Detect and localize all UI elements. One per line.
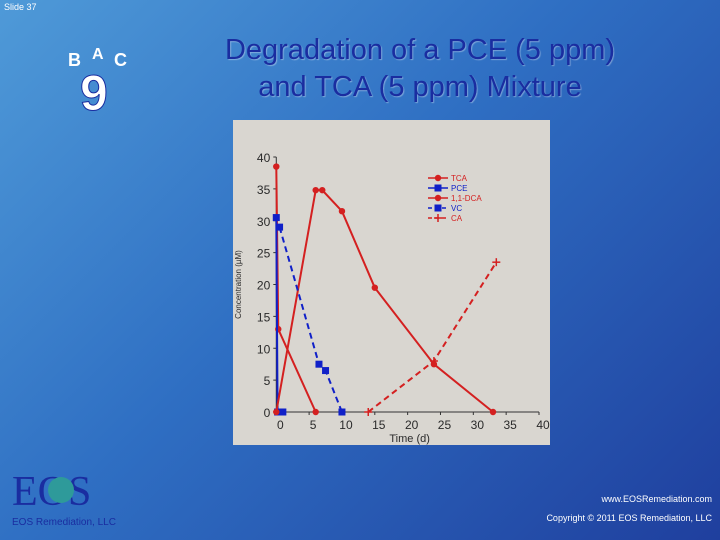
x-axis-label: Time (d) [389, 433, 430, 445]
chart-panel: 0 5 10 15 20 25 30 35 40 0 5 10 15 20 25 30 35 40 Time (d… [233, 120, 550, 445]
series-line-vc [278, 226, 343, 413]
point-tca-1 [275, 325, 282, 333]
legend-label-1-1-dca: 1,1-DCA [451, 194, 482, 203]
point-vc-1 [315, 360, 323, 368]
x-tick-label-2: 10 [339, 418, 353, 432]
point-1-1-dca-1 [312, 186, 319, 194]
slide-title: Degradation of a PCE (5 ppm) and TCA (5 … [180, 32, 660, 106]
footer-url[interactable]: www.EOSRemediation.com [601, 494, 712, 504]
legend-label-ca: CA [451, 214, 463, 223]
point-pce-0 [272, 214, 280, 222]
point-1-1-dca-4 [371, 284, 379, 291]
footer-copyright: Copyright © 2011 EOS Remediation, LLC [546, 513, 712, 523]
y-tick-label-3: 15 [257, 310, 271, 324]
x-tick-label-8: 40 [536, 418, 550, 432]
bac-letter-b: B [68, 50, 81, 70]
title-line-2: and TCA (5 ppm) Mixture [258, 71, 582, 103]
point-1-1-dca-0 [273, 408, 280, 416]
x-tick-label-0: 0 [277, 418, 284, 432]
y-tick-label-6: 30 [257, 215, 271, 229]
y-tick-label-7: 35 [257, 183, 271, 197]
point-1-1-dca-3 [338, 207, 346, 215]
y-axis-label: Concentration (µM) [234, 250, 243, 319]
point-vc-0 [276, 223, 284, 231]
point-tca-2 [312, 408, 319, 416]
point-1-1-dca-6 [489, 408, 497, 416]
point-ca-0 [364, 408, 373, 416]
y-tick-label-8: 40 [257, 151, 271, 165]
legend-label-pce: PCE [451, 184, 467, 193]
point-ca-1 [429, 357, 438, 365]
series-line-ca [367, 261, 498, 413]
series-line-1-1-dca [275, 189, 494, 413]
point-ca-2 [492, 258, 501, 267]
y-tick-label-5: 25 [257, 247, 271, 261]
slide-number: Slide 37 [4, 2, 37, 12]
y-tick-label-1: 5 [264, 374, 271, 388]
point-vc-3 [338, 408, 346, 416]
point-1-1-dca-2 [319, 186, 326, 194]
bac-letter-c: C [114, 50, 127, 70]
title-line-1: Degradation of a PCE (5 ppm) [224, 34, 616, 66]
x-tick-label-3: 15 [372, 418, 386, 432]
legend-label-vc: VC [451, 204, 462, 213]
x-tick-label-6: 30 [471, 418, 485, 432]
point-tca-0 [273, 163, 280, 170]
eos-logo-caption: EOS Remediation, LLC [12, 517, 116, 528]
eos-logo: EOS EOS Remediation, LLC [12, 469, 116, 528]
y-tick-label-4: 20 [257, 279, 271, 293]
point-vc-2 [322, 367, 330, 375]
x-tick-label-1: 5 [310, 418, 317, 432]
bac-letter-a: A [92, 46, 104, 63]
degradation-chart: 0 5 10 15 20 25 30 35 40 0 5 10 15 20 25 30 35 40 Time (d… [234, 151, 550, 445]
x-tick-label-4: 20 [405, 418, 419, 432]
legend-label-tca: TCA [451, 174, 468, 183]
plot-area: 0 5 10 15 20 25 30 35 40 0 5 10 15 20 25 30 35 40 [257, 151, 550, 432]
y-tick-label-0: 0 [264, 406, 271, 420]
bac-number: 9 [80, 65, 108, 114]
eos-logo-globe [48, 477, 74, 503]
y-tick-label-2: 10 [257, 342, 271, 356]
x-tick-label-7: 35 [503, 418, 517, 432]
x-tick-label-5: 25 [438, 418, 452, 432]
bac-logo: B A C 9 [68, 46, 127, 114]
point-pce-2 [279, 408, 287, 416]
